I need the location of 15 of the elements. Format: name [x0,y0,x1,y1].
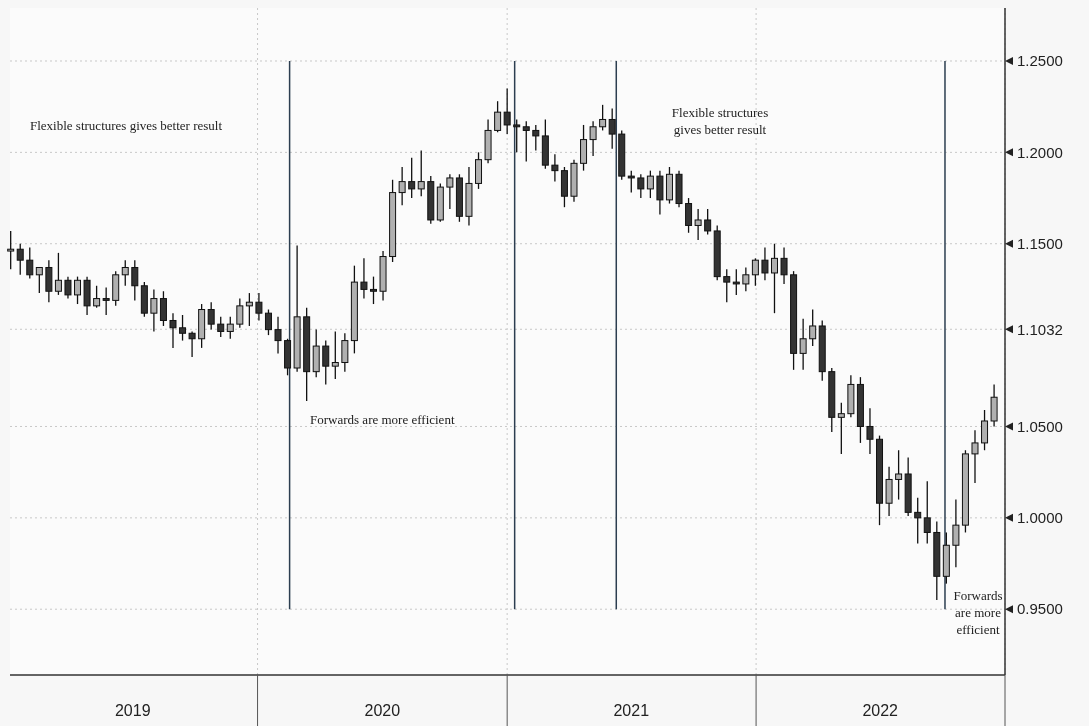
y-tick-label: 1.2000 [1017,143,1063,161]
x-tick-label: 2022 [862,702,899,719]
y-tick-label: 1.1032 [1017,320,1063,338]
y-tick-label: 1.2500 [1017,52,1063,70]
y-tick-label: 1.1500 [1017,234,1063,252]
y-tick-label: 0.9500 [1017,600,1063,618]
y-tick-label: 1.0000 [1017,509,1063,527]
y-tick-label: 1.0500 [1017,417,1063,435]
x-tick-label: 2019 [114,702,151,719]
annotation: Flexible structures gives better result [671,105,769,137]
x-tick-label: 2021 [613,702,650,719]
annotation: Flexible structures gives better result [30,118,223,133]
annotation: Forwards are more efficient [310,412,455,427]
annotation: Forwards are more efficient [953,588,1003,637]
x-tick-label: 2020 [364,702,401,719]
